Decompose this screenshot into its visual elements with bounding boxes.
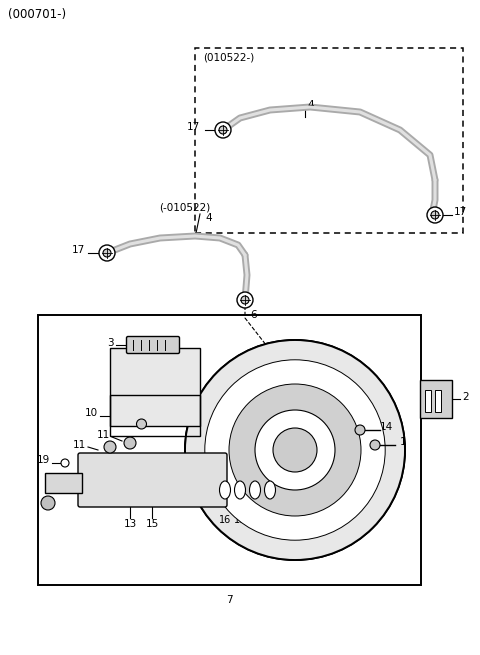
Text: 10: 10: [85, 409, 98, 419]
Circle shape: [61, 459, 69, 467]
Bar: [38, 315, 421, 585]
Text: 13: 13: [123, 519, 137, 529]
Circle shape: [255, 410, 335, 490]
Bar: [195, 48, 463, 233]
Text: 4: 4: [205, 213, 212, 223]
Text: 16: 16: [219, 515, 231, 525]
Circle shape: [99, 245, 115, 261]
FancyBboxPatch shape: [78, 453, 227, 507]
Text: 20: 20: [264, 515, 276, 525]
FancyBboxPatch shape: [127, 337, 180, 354]
Text: 15: 15: [145, 519, 158, 529]
Circle shape: [355, 425, 365, 435]
Text: 8: 8: [252, 515, 258, 525]
Bar: [110, 395, 200, 436]
Circle shape: [185, 340, 405, 560]
Text: 11: 11: [73, 440, 86, 450]
Text: 19: 19: [37, 455, 50, 465]
Text: 1: 1: [400, 437, 407, 447]
Circle shape: [219, 126, 227, 134]
Ellipse shape: [219, 481, 230, 499]
Circle shape: [427, 207, 443, 223]
Text: (000701-): (000701-): [8, 8, 66, 21]
Bar: [420, 380, 452, 418]
Circle shape: [241, 296, 249, 304]
Text: 17: 17: [72, 245, 85, 255]
Text: 2: 2: [462, 392, 468, 402]
Text: (010522-): (010522-): [203, 53, 254, 63]
Text: 17: 17: [187, 122, 200, 132]
Circle shape: [103, 249, 111, 257]
Ellipse shape: [235, 481, 245, 499]
Circle shape: [185, 340, 405, 560]
Text: 17: 17: [454, 207, 467, 217]
Ellipse shape: [264, 481, 276, 499]
Text: 9: 9: [161, 416, 168, 426]
Circle shape: [205, 360, 385, 540]
Text: 18: 18: [234, 515, 246, 525]
Text: 4: 4: [307, 100, 313, 110]
Circle shape: [124, 437, 136, 449]
Bar: [45, 473, 82, 493]
Ellipse shape: [250, 481, 261, 499]
Text: 11: 11: [97, 430, 110, 440]
Bar: [110, 348, 200, 426]
Circle shape: [431, 211, 439, 219]
Circle shape: [273, 428, 317, 472]
Circle shape: [41, 496, 55, 510]
Circle shape: [237, 292, 253, 308]
Text: 7: 7: [226, 595, 233, 605]
Bar: [435, 390, 441, 412]
Text: (-010522): (-010522): [159, 202, 211, 212]
Circle shape: [215, 122, 231, 138]
Circle shape: [370, 440, 380, 450]
Circle shape: [104, 441, 116, 453]
Text: 14: 14: [380, 422, 393, 432]
Text: 3: 3: [108, 338, 114, 348]
Circle shape: [136, 419, 146, 429]
Bar: [425, 390, 431, 412]
Text: 6: 6: [250, 310, 257, 320]
Circle shape: [229, 384, 361, 516]
Text: 5: 5: [337, 510, 344, 520]
